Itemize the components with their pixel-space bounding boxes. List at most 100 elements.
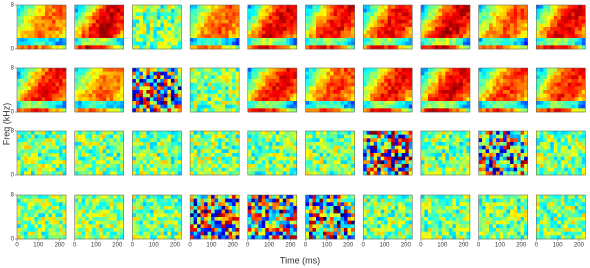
heatmap-cell [236, 42, 240, 46]
heatmap-cell [554, 31, 558, 35]
heatmap-cell [85, 164, 89, 168]
heatmap-cell [56, 68, 60, 72]
heatmap-cell [113, 142, 117, 146]
heatmap-cell [463, 86, 467, 90]
heatmap-cell [381, 79, 385, 83]
heatmap-cell [395, 142, 399, 146]
heatmap-cell [190, 9, 194, 13]
heatmap-cell [466, 142, 470, 146]
heatmap-cell [561, 38, 565, 42]
heatmap-cell [431, 75, 435, 79]
heatmap-cell [49, 86, 53, 90]
heatmap-cell [78, 12, 82, 16]
heatmap-cell [24, 23, 28, 27]
heatmap-cell [28, 97, 32, 101]
heatmap-cell [204, 68, 208, 72]
heatmap-cell [550, 101, 554, 105]
heatmap-cell [496, 160, 500, 164]
heatmap-cell [309, 142, 313, 146]
heatmap-cell [201, 105, 205, 109]
heatmap-cell [521, 168, 525, 172]
heatmap-cell [174, 68, 178, 72]
heatmap-cell [31, 16, 35, 20]
heatmap-cell [232, 72, 236, 76]
heatmap-cell [316, 72, 320, 76]
heatmap-cell [201, 101, 205, 105]
heatmap-cell [578, 16, 582, 20]
heatmap-cell [255, 164, 259, 168]
heatmap-cell [276, 138, 280, 142]
heatmap-cell [167, 160, 171, 164]
heatmap-cell [510, 153, 514, 157]
heatmap-cell [262, 142, 266, 146]
heatmap-cell [63, 168, 67, 172]
heatmap-cell [421, 12, 425, 16]
heatmap-cell [248, 146, 252, 150]
heatmap-cell [309, 20, 313, 24]
heatmap-cell [99, 142, 103, 146]
heatmap-cell [251, 105, 255, 109]
heatmap-cell [106, 31, 110, 35]
heatmap-cell [424, 16, 428, 20]
heatmap-cell [564, 105, 568, 109]
heatmap-cell [290, 42, 294, 46]
heatmap-cell [286, 16, 290, 20]
heatmap-cell [174, 90, 178, 94]
heatmap-cell [236, 101, 240, 105]
heatmap-cell [421, 9, 425, 13]
heatmap-cell [367, 5, 371, 9]
heatmap-cell [341, 31, 345, 35]
heatmap-cell [265, 168, 269, 172]
heatmap-cell [463, 83, 467, 87]
heatmap-cell [153, 86, 157, 90]
heatmap-cell [524, 105, 528, 109]
heatmap-cell [351, 42, 355, 46]
heatmap-cell [283, 153, 287, 157]
heatmap-cell [367, 79, 371, 83]
heatmap-cell [500, 42, 504, 46]
heatmap-cell [503, 9, 507, 13]
heatmap-cell [486, 101, 490, 105]
heatmap-cell [78, 72, 82, 76]
heatmap-cell [344, 168, 348, 172]
heatmap-cell [327, 5, 331, 9]
heatmap-cell [279, 42, 283, 46]
heatmap-cell [507, 83, 511, 87]
heatmap-cell [63, 12, 67, 16]
heatmap-cell [384, 97, 388, 101]
heatmap-cell [344, 138, 348, 142]
heatmap-cell [153, 72, 157, 76]
heatmap-cell [113, 153, 117, 157]
heatmap-cell [286, 72, 290, 76]
heatmap-cell [28, 83, 32, 87]
heatmap-cell [290, 164, 294, 168]
heatmap-cell [514, 72, 518, 76]
heatmap-cell [146, 86, 150, 90]
heatmap-cell [561, 23, 565, 27]
heatmap-cell [452, 153, 456, 157]
heatmap-cell [45, 90, 49, 94]
heatmap-cell [248, 168, 252, 172]
heatmap-cell [106, 171, 110, 175]
heatmap-cell [106, 146, 110, 150]
heatmap-cell [452, 94, 456, 98]
heatmap-cell [211, 164, 215, 168]
heatmap-cell [398, 31, 402, 35]
heatmap-cell [157, 101, 161, 105]
heatmap-cell [370, 68, 374, 72]
heatmap-cell [330, 16, 334, 20]
heatmap-cell [96, 5, 100, 9]
heatmap-cell [507, 12, 511, 16]
heatmap-cell [146, 83, 150, 87]
heatmap-cell [445, 27, 449, 31]
heatmap-cell [351, 108, 355, 112]
heatmap-cell [459, 34, 463, 38]
heatmap-cell [117, 68, 121, 72]
heatmap-cell [204, 168, 208, 172]
heatmap-cell [113, 101, 117, 105]
heatmap-cell [323, 97, 327, 101]
heatmap-cell [24, 157, 28, 161]
heatmap-cell [337, 20, 341, 24]
heatmap-cell [486, 5, 490, 9]
heatmap-cell [45, 79, 49, 83]
